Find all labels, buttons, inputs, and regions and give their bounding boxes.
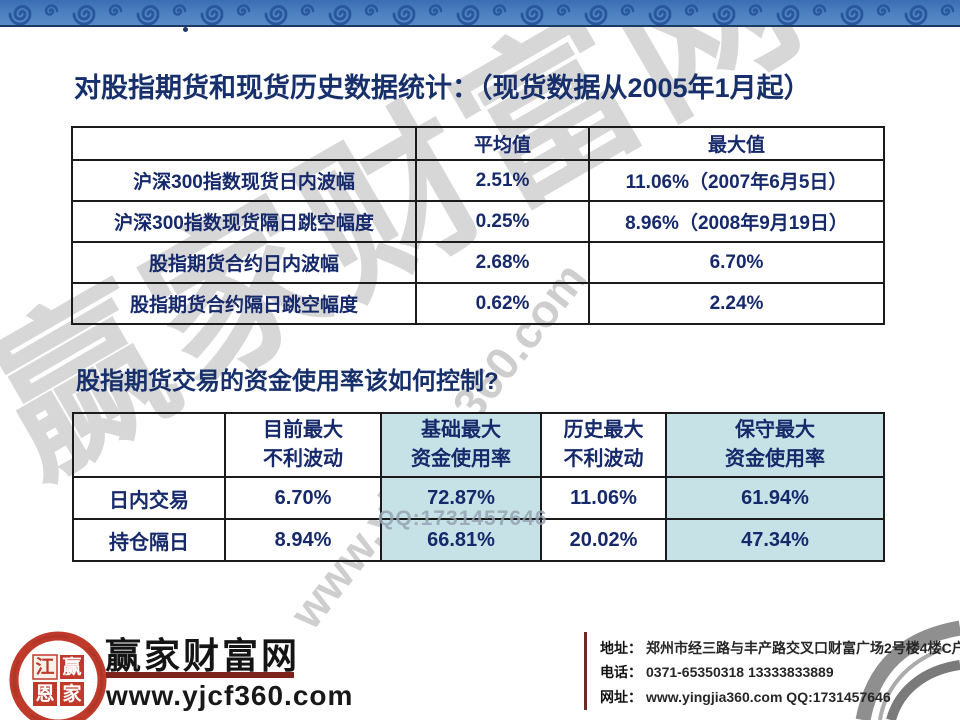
phone-label: 电话： (600, 664, 642, 680)
seal-char: 赢 (62, 655, 81, 678)
max-value: 6.70% (588, 241, 885, 284)
seal-char: 江 (35, 656, 54, 678)
historical-stats-table: 平均值 最大值 沪深300指数现货日内波幅 2.51% 11.06%（2007年… (71, 126, 885, 325)
corner-cell (72, 412, 226, 478)
section-title: 股指期货交易的资金使用率该如何控制? (76, 368, 499, 395)
page-title: 对股指期货和现货历史数据统计：（现货数据从2005年1月起） (74, 73, 811, 103)
header-line: 历史最大 (563, 419, 644, 441)
phone-value: 0371-65350318 13333833889 (646, 664, 834, 680)
table-row: 沪深300指数现货日内波幅 2.51% 11.06%（2007年6月5日） (71, 159, 885, 202)
column-header-conservative-usage: 保守最大 资金使用率 (665, 412, 885, 478)
row-label: 沪深300指数现货隔日跳空幅度 (71, 200, 417, 243)
header-line: 资金使用率 (411, 448, 511, 470)
footer-address-line: 地址： 郑州市经三路与丰产路交叉口财富广场2号楼4楼C户 (600, 638, 960, 658)
jiangenyingjia-seal-logo: 江 赢 恩 家 (9, 631, 107, 720)
address-value: 郑州市经三路与丰产路交叉口财富广场2号楼4楼C户 (646, 640, 960, 656)
web-value: www.yingjia360.com QQ:1731457646 (646, 689, 891, 705)
avg-value: 0.62% (415, 282, 590, 325)
row-label: 持仓隔日 (72, 518, 226, 562)
seal-char: 恩 (35, 683, 54, 705)
brand-underline (106, 672, 294, 678)
avg-value: 2.68% (415, 241, 590, 284)
row-label: 日内交易 (72, 476, 226, 520)
header-line: 不利波动 (563, 448, 644, 470)
table-header-row: 目前最大 不利波动 基础最大 资金使用率 历史最大 不利波动 保守最大 资金使用… (72, 412, 885, 478)
column-header-avg: 平均值 (415, 126, 590, 161)
avg-value: 2.51% (415, 159, 590, 202)
table-row: 沪深300指数现货隔日跳空幅度 0.25% 8.96%（2008年9月19日） (71, 200, 885, 243)
capital-usage-table: 目前最大 不利波动 基础最大 资金使用率 历史最大 不利波动 保守最大 资金使用… (72, 412, 885, 562)
header-line: 基础最大 (421, 419, 501, 441)
footer-phone-line: 电话： 0371-65350318 13333833889 (600, 662, 960, 682)
cell-value: 8.94% (224, 518, 382, 562)
stray-mark (183, 27, 188, 32)
table-row: 股指期货合约隔日跳空幅度 0.62% 2.24% (71, 282, 885, 325)
column-header-historical-adverse: 历史最大 不利波动 (540, 412, 667, 478)
header-line: 资金使用率 (725, 448, 825, 470)
cell-value: 61.94% (665, 476, 885, 520)
avg-value: 0.25% (415, 200, 590, 243)
max-value: 2.24% (588, 282, 885, 325)
row-label: 沪深300指数现货日内波幅 (71, 159, 417, 202)
cell-value: 11.06% (540, 476, 667, 520)
cell-value: 72.87% (380, 476, 542, 520)
column-header-base-usage: 基础最大 资金使用率 (380, 412, 542, 478)
footer-web-line: 网址： www.yingjia360.com QQ:1731457646 (600, 687, 960, 707)
cell-value: 20.02% (540, 518, 667, 562)
cell-value: 66.81% (380, 518, 542, 562)
seal-char: 家 (62, 682, 82, 705)
table-header-row: 平均值 最大值 (71, 126, 885, 161)
footer-site-url: www.yjcf360.com (106, 680, 354, 711)
row-label: 股指期货合约隔日跳空幅度 (71, 282, 417, 325)
row-label: 股指期货合约日内波幅 (71, 241, 417, 284)
header-line: 目前最大 (263, 419, 343, 441)
footer-brand-name: 赢家财富网 (105, 635, 301, 676)
qq-watermark: QQ:1731457646 (378, 507, 548, 530)
max-value: 8.96%（2008年9月19日） (588, 200, 885, 243)
wave-pattern-icon (0, 0, 960, 27)
column-header-current-adverse: 目前最大 不利波动 (224, 412, 382, 478)
table-row: 股指期货合约日内波幅 2.68% 6.70% (71, 241, 885, 284)
web-label: 网址： (600, 689, 642, 705)
cell-value: 47.34% (665, 518, 885, 562)
corner-cell (71, 126, 417, 161)
table-row: 持仓隔日 8.94% 66.81% 20.02% 47.34% (72, 518, 885, 562)
address-label: 地址： (600, 640, 642, 656)
top-border-pattern (0, 0, 960, 27)
table-row: 日内交易 6.70% 72.87% 11.06% 61.94% (72, 476, 885, 520)
footer-swirl-decoration (855, 620, 960, 720)
header-line: 保守最大 (735, 419, 815, 441)
footer-divider (584, 632, 587, 710)
header-line: 不利波动 (263, 448, 343, 470)
cell-value: 6.70% (224, 476, 382, 520)
column-header-max: 最大值 (588, 126, 885, 161)
max-value: 11.06%（2007年6月5日） (588, 159, 885, 202)
